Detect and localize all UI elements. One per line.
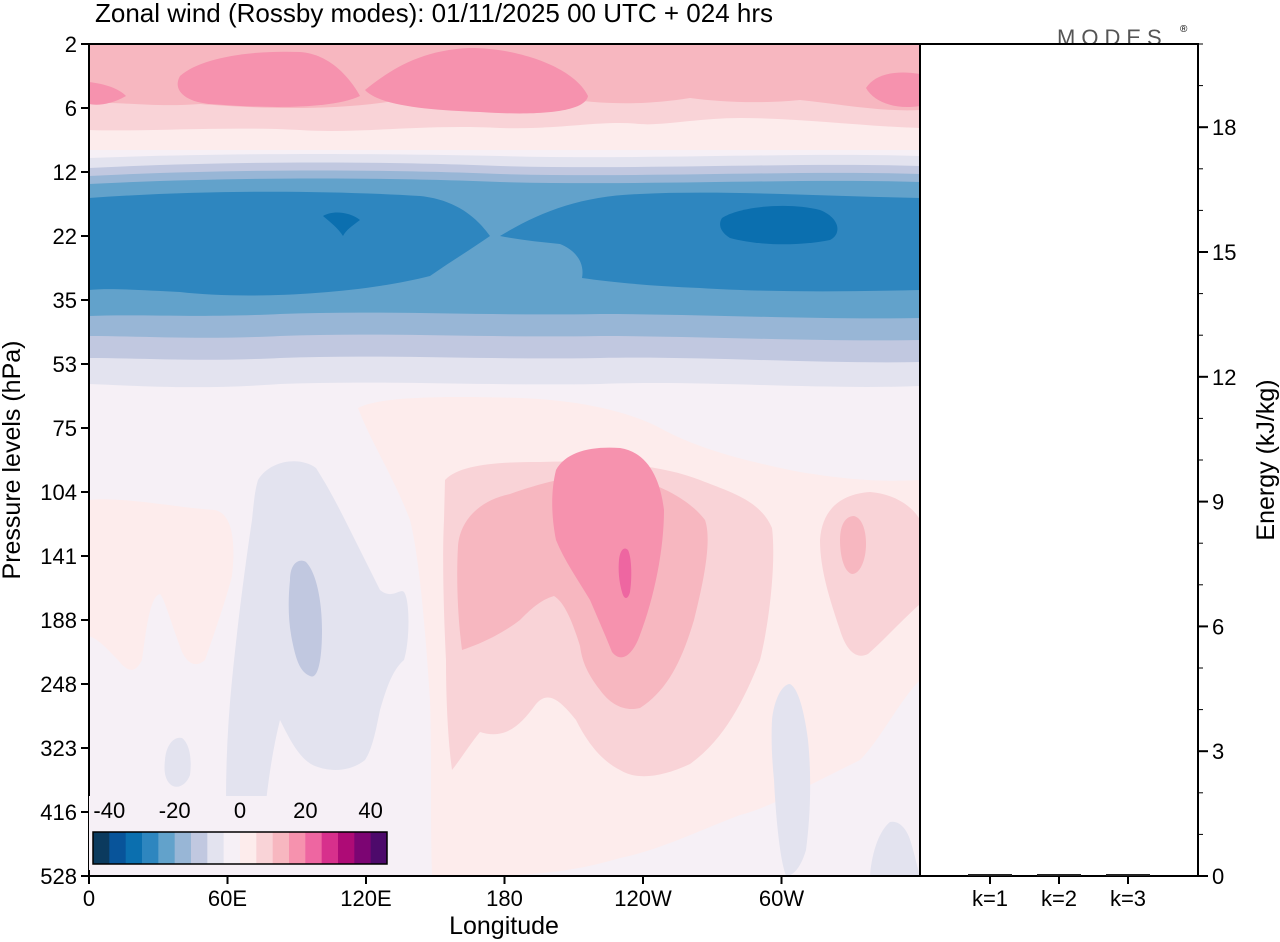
- colorbar-swatch: [207, 832, 225, 864]
- contour-fill-u-5-lower-west: [164, 737, 191, 787]
- y-tick-label: 12: [53, 160, 77, 185]
- energy-tick-label: 18: [1212, 115, 1236, 140]
- y-tick-label: 22: [53, 224, 77, 249]
- contour-fill-u20: [552, 447, 664, 658]
- y-tick-label: 188: [40, 608, 77, 633]
- x-tick-label: 120E: [340, 886, 391, 911]
- registered-mark: ®: [1180, 24, 1188, 35]
- contour-fill-u5-west: [89, 499, 234, 670]
- energy-bar: [1106, 874, 1150, 876]
- energy-bar: [968, 874, 1012, 876]
- energy-panel-frame: [919, 43, 1199, 877]
- contour-fill-u-10-center: [288, 560, 322, 677]
- contour-fill-u15-east: [840, 516, 866, 574]
- y-axis-label: Pressure levels (hPa): [0, 341, 26, 580]
- colorbar-frame: [92, 831, 388, 865]
- contour-fill-u20-dateline-edge: [89, 82, 126, 105]
- x-axis-label: Longitude: [449, 912, 559, 940]
- colorbar-swatch: [109, 832, 127, 864]
- modes-logo: MODES: [1057, 25, 1168, 50]
- contour-fill-u25: [618, 548, 632, 598]
- energy-tick-label: 12: [1212, 365, 1236, 390]
- x-axis: 0 60E 120E 180 120W 60W: [83, 876, 804, 911]
- energy-tick-label: 9: [1212, 490, 1224, 515]
- colorbar-label: -20: [159, 798, 191, 823]
- energy-category-label: k=2: [1041, 886, 1077, 911]
- y-tick-label: 75: [53, 416, 77, 441]
- contour-fill-u-5-lower-east: [771, 684, 811, 876]
- y-tick-label: 104: [40, 480, 77, 505]
- colorbar-swatch: [125, 832, 143, 864]
- colorbar-swatch: [240, 832, 257, 864]
- colorbar-swatch: [142, 832, 159, 864]
- contour-fill-u-25-west: [89, 191, 490, 296]
- energy-category-label: k=1: [972, 886, 1008, 911]
- y-tick-label: 53: [53, 352, 77, 377]
- colorbar-swatch: [370, 832, 388, 864]
- colorbar-swatch: [354, 832, 372, 864]
- colorbar-swatch: [93, 832, 110, 864]
- energy-tick-label: 15: [1212, 240, 1236, 265]
- colorbar: -40 -20 0 20 40: [89, 796, 391, 870]
- y-tick-label: 528: [40, 864, 77, 889]
- y-tick-label: 6: [65, 96, 77, 121]
- contour-fill-u20-west: [177, 51, 360, 107]
- colorbar-label: 40: [358, 798, 382, 823]
- energy-tick-label: 0: [1212, 864, 1224, 889]
- x-tick-label: 60E: [208, 886, 247, 911]
- colorbar-swatch: [256, 832, 274, 864]
- contour-fill-u-5-corner: [870, 821, 920, 876]
- energy-category-label: k=3: [1110, 886, 1146, 911]
- y-tick-label: 141: [40, 544, 77, 569]
- energy-bars: k=1 k=2 k=3: [968, 874, 1150, 911]
- colorbar-swatch: [158, 832, 176, 864]
- contour-fill-u-30-east: [720, 205, 838, 245]
- colorbar-swatch: [191, 832, 208, 864]
- energy-tick-label: 3: [1212, 739, 1224, 764]
- y-tick-label: 323: [40, 736, 77, 761]
- energy-axis: 0 3 6 9 12 15 18: [1198, 43, 1236, 889]
- energy-axis-label: Energy (kJ/kg): [1252, 379, 1280, 540]
- y-axis: 2 6 12 22 35 53 75 104 141 188 248 323 416 528: [40, 32, 89, 889]
- x-tick-label: 60W: [759, 886, 804, 911]
- y-tick-label: 2: [65, 32, 77, 57]
- contour-fill-u20-center: [365, 48, 588, 114]
- x-tick-label: 180: [486, 886, 523, 911]
- colorbar-swatch: [223, 832, 241, 864]
- colorbar-swatch: [338, 832, 355, 864]
- contour-fill-u-30-west: [323, 212, 360, 236]
- colorbar-label: 20: [293, 798, 317, 823]
- x-tick-label: 0: [83, 886, 95, 911]
- y-tick-label: 416: [40, 800, 77, 825]
- y-tick-label: 248: [40, 672, 77, 697]
- chart-title: Zonal wind (Rossby modes): 01/11/2025 00…: [95, 0, 773, 28]
- zonal-wind-contour-plot: [89, 44, 920, 876]
- contour-fill-u20-east: [866, 72, 920, 108]
- x-tick-label: 120W: [614, 886, 672, 911]
- colorbar-label: 0: [234, 798, 246, 823]
- colorbar-label: -40: [93, 798, 125, 823]
- colorbar-swatch: [174, 832, 192, 864]
- colorbar-swatch: [321, 832, 339, 864]
- colorbar-swatch: [272, 832, 290, 864]
- colorbar-swatch: [305, 832, 323, 864]
- y-tick-label: 35: [53, 288, 77, 313]
- energy-tick-label: 6: [1212, 614, 1224, 639]
- colorbar-swatch: [289, 832, 306, 864]
- energy-bar: [1037, 874, 1081, 876]
